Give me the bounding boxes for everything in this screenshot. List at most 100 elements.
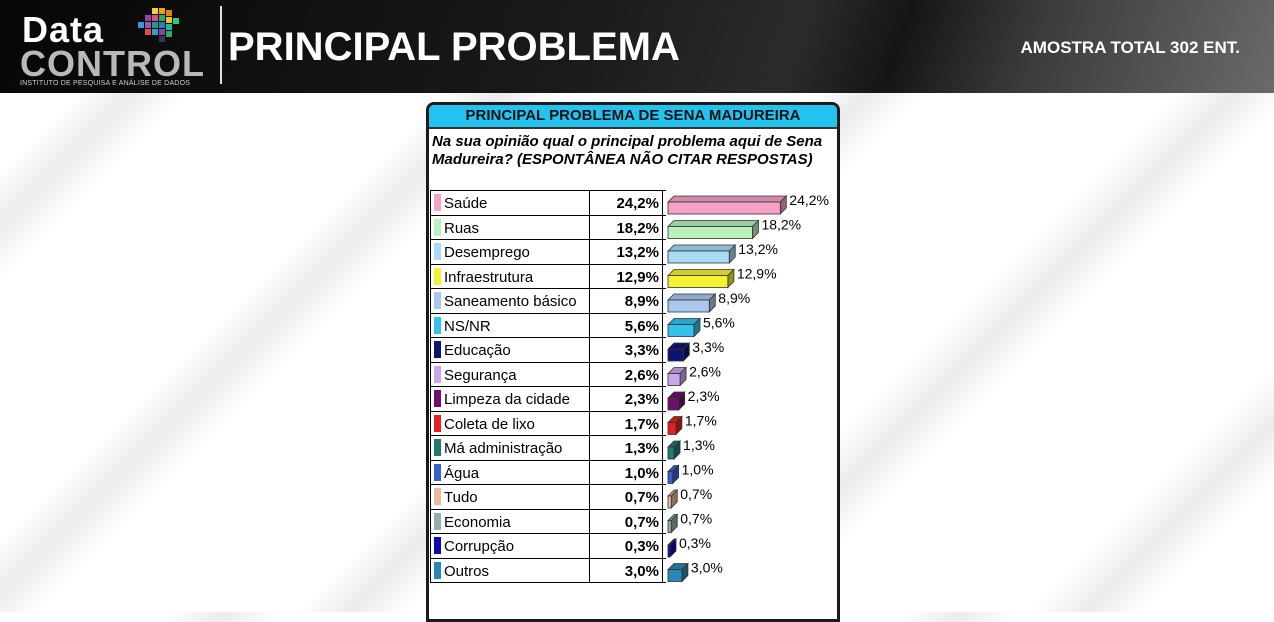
color-swatch [434,292,441,309]
category-cell: Desemprego [430,240,590,264]
percent-value: 3,0% [624,562,659,580]
table-row: Saneamento básico 8,9% [430,289,666,314]
bar-value-label: 0,7% [680,486,712,502]
bar-front-face [667,495,672,509]
bar-front-face [667,422,677,435]
logo-text-control: CONTROL [20,43,205,84]
bar-value-label: 2,6% [689,364,721,380]
bar-value-label: 18,2% [761,217,801,233]
bar [667,513,679,534]
percent-value: 2,3% [624,391,659,408]
chart-panel: PRINCIPAL PROBLEMA DE SENA MADUREIRA Na … [426,102,840,622]
bar [667,391,686,411]
category-label: Economia [444,513,511,531]
table-row: Água 1,0% [430,460,666,485]
category-label: NS/NR [444,317,491,335]
category-cell: Infraestrutura [430,264,590,288]
bar [667,440,681,460]
category-label: Corrupção [444,538,515,555]
percent-cell: 0,7% [590,485,663,509]
bar-value-label: 8,9% [718,290,750,306]
bar [667,342,691,362]
data-control-logo: Data CONTROL INSTITUTO DE PESQUISA E ANÁ… [20,6,210,90]
bar-value-label: 1,7% [685,413,717,429]
category-label: Outros [444,562,490,580]
bar [667,489,679,509]
bar-value-label: 13,2% [738,241,778,257]
bar-chart-svg: 24,2% 18,2% 13,2% 12,9% 8,9% 5,6% 3,3% 2,6% 2,3%… [667,193,829,583]
category-cell: Saneamento básico [430,289,590,313]
percent-cell: 0,3% [590,534,663,558]
category-label: Desemprego [444,244,530,261]
percent-value: 13,2% [616,244,659,261]
bar [667,219,760,240]
bar-front-face [667,250,730,264]
percent-value: 1,3% [624,440,659,457]
table-row: Infraestrutura 12,9% [430,264,666,289]
color-swatch [434,414,441,432]
bar-value-label: 2,3% [688,388,720,404]
percent-cell: 12,9% [590,264,663,288]
percent-value: 18,2% [616,219,659,237]
bar-front-face [667,348,684,362]
percent-cell: 3,3% [590,338,663,362]
bar-value-label: 0,3% [679,535,711,551]
percent-cell: 1,3% [590,436,663,460]
percent-cell: 3,0% [590,558,663,582]
table-row: Limpeza da cidade 2,3% [430,387,666,412]
category-label: Tudo [444,489,478,506]
percent-value: 1,0% [624,464,659,482]
bar [667,464,680,485]
bar [667,562,689,583]
category-cell: Segurança [430,362,590,386]
bar [667,195,788,215]
percent-value: 8,9% [624,293,659,310]
bar-front-face [667,299,710,313]
bar-front-face [667,446,675,460]
color-swatch [434,341,441,358]
bar-front-face [667,275,729,288]
bar-value-label: 1,3% [683,437,715,453]
table-row: Economia 0,7% [430,509,666,534]
table-row: Educação 3,3% [430,338,666,363]
color-swatch [434,267,441,285]
percent-value: 0,7% [624,513,659,531]
category-label: Má administração [444,440,563,457]
table-row: Ruas 18,2% [430,215,666,240]
percent-cell: 1,0% [590,460,663,484]
bar [667,244,737,264]
category-cell: Limpeza da cidade [430,387,590,411]
color-swatch [434,561,441,579]
bar-value-label: 0,7% [680,511,712,527]
bar [667,415,683,436]
bar-value-label: 3,3% [692,339,724,355]
color-swatch [434,390,441,407]
survey-question: Na sua opinião qual o principal problema… [432,133,823,168]
bar-top-face [667,269,735,276]
table-row: Saúde 24,2% [430,191,666,216]
category-label: Coleta de lixo [444,415,535,433]
category-cell: Saúde [430,191,590,215]
percent-cell: 5,6% [590,313,663,337]
chart-title: PRINCIPAL PROBLEMA DE SENA MADUREIRA [429,105,837,129]
percent-value: 0,3% [624,538,659,555]
bar-value-label: 5,6% [703,315,735,331]
category-cell: Ruas [430,215,590,239]
table-row: Desemprego 13,2% [430,240,666,265]
page-title: PRINCIPAL PROBLEMA [228,25,680,69]
percent-value: 24,2% [616,195,659,212]
category-cell: Educação [430,338,590,362]
bar-value-label: 3,0% [691,560,723,576]
category-label: Limpeza da cidade [444,391,570,408]
bar [667,317,701,338]
header-bar: Data CONTROL INSTITUTO DE PESQUISA E ANÁ… [0,0,1274,93]
bar-top-face [667,244,737,252]
bar-top-face [667,293,717,301]
percent-cell: 18,2% [590,215,663,239]
bar-front-face [667,397,680,411]
percent-value: 3,3% [624,342,659,359]
color-swatch [434,512,441,530]
percent-value: 1,7% [624,415,659,433]
color-swatch [434,218,441,236]
category-cell: Tudo [430,485,590,509]
